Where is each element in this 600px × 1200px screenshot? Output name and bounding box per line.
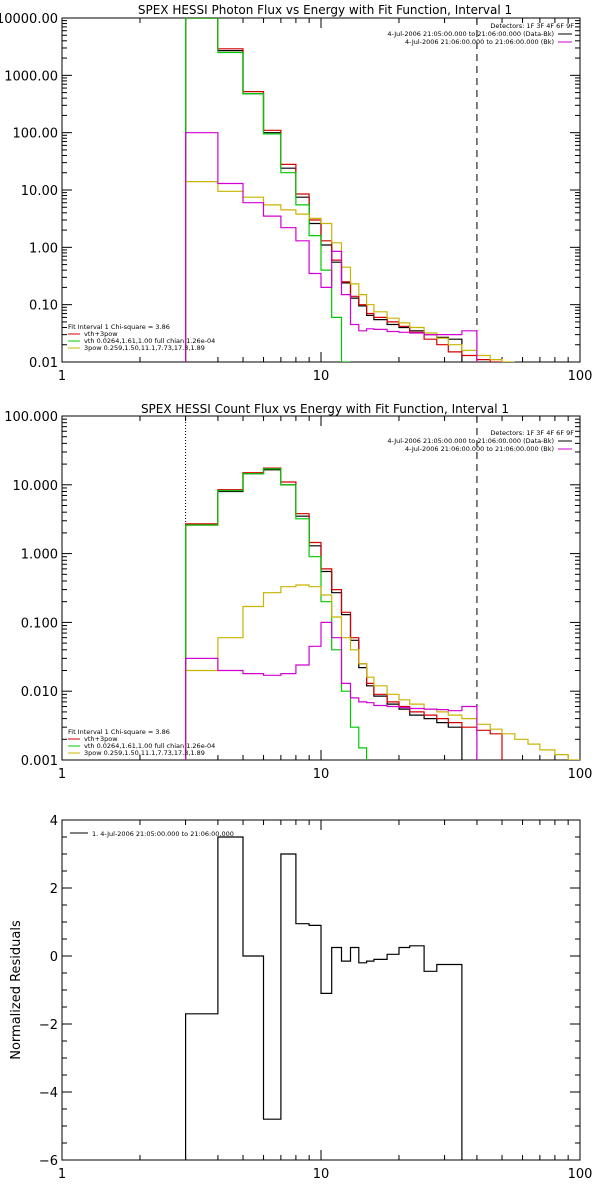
- legend-label: Detectors: 1F 3F 4F 6F 9F: [490, 429, 574, 437]
- legend-label: 3pow 0.259,1.50,11.1,7.73,17.3,1.89: [84, 344, 205, 352]
- y-tick-label: 0.01: [29, 356, 58, 371]
- y-tick-label: 10.00: [21, 184, 58, 199]
- series-line: [185, 18, 351, 362]
- x-tick-label: 1: [58, 369, 66, 384]
- legend-label: vth 0.0264,1.61,1.00 full chian 1.26e-04: [84, 337, 215, 345]
- y-tick-label: 0.010: [21, 685, 58, 700]
- x-tick-label: 10: [313, 369, 330, 384]
- chart-title: SPEX HESSI Count Flux vs Energy with Fit…: [141, 402, 509, 416]
- y-tick-label: 1.000: [21, 548, 58, 563]
- y-tick-label: 0: [50, 950, 58, 965]
- residuals-chart: Normalized Residuals 1 10 100 −6 −4 −2 0 2 4 1. 4…: [9, 814, 592, 1182]
- legend-label: vth+3pow: [84, 330, 118, 338]
- series-line: [185, 132, 478, 362]
- x-tick-label: 100: [568, 1167, 593, 1182]
- y-tick-label: 1.00: [29, 241, 58, 256]
- x-tick-label: 100: [568, 369, 593, 384]
- y-tick-label: 0.100: [21, 616, 58, 631]
- photon-flux-chart: SPEX HESSI Photon Flux vs Energy with Fi…: [0, 3, 592, 384]
- y-tick-label: 4: [50, 814, 58, 829]
- plot-frame: [61, 17, 581, 363]
- series-line: [185, 18, 463, 362]
- count-flux-chart: SPEX HESSI Count Flux vs Energy with Fit…: [4, 402, 592, 782]
- series-line: [185, 836, 463, 1160]
- legend-label: Fit Interval 1 Chi-square = 3.86: [68, 323, 170, 331]
- legend-label: 4-Jul-2006 21:05:00.000 to 21:06:00.000 …: [387, 30, 554, 38]
- y-tick-label: −6: [39, 1154, 58, 1169]
- x-tick-label: 10: [313, 767, 330, 782]
- y-tick-label: −2: [39, 1018, 58, 1033]
- legend-label: 4-Jul-2006 21:06:00.000 to 21:06:00.000 …: [405, 38, 554, 46]
- x-tick-label: 1: [58, 767, 66, 782]
- x-tick-label: 100: [568, 767, 593, 782]
- series-line: [185, 584, 580, 760]
- series-line: [185, 469, 463, 760]
- y-tick-label: 10000.00: [0, 12, 58, 27]
- y-tick-label: 0.001: [21, 754, 58, 769]
- y-tick-label: 0.10: [29, 299, 58, 314]
- y-tick-label: 2: [50, 882, 58, 897]
- legend-label: Fit Interval 1 Chi-square = 3.86: [68, 728, 170, 736]
- y-tick-label: 10.000: [13, 479, 59, 494]
- legend-label: Detectors: 1F 3F 4F 6F 9F: [490, 22, 574, 30]
- series-line: [185, 468, 368, 760]
- y-tick-label: 100.00: [13, 127, 59, 142]
- series-line: [185, 621, 478, 760]
- x-tick-label: 1: [58, 1167, 66, 1182]
- legend-label: 3pow 0.259,1.50,11.1,7.73,17.3,1.89: [84, 749, 205, 757]
- legend-label: 4-Jul-2006 21:05:00.000 to 21:06:00.000 …: [387, 437, 554, 445]
- legend-label: vth 0.0264,1.61,1.00 full chian 1.26e-04: [84, 742, 215, 750]
- legend-label: 4-Jul-2006 21:06:00.000 to 21:06:00.000 …: [405, 445, 554, 453]
- y-tick-label: 1000.00: [4, 69, 58, 84]
- legend-label: 1. 4-Jul-2006 21:05:00.000 to 21:06:00.0…: [92, 830, 234, 838]
- series-line: [185, 181, 515, 362]
- y-tick-label: −4: [39, 1086, 58, 1101]
- y-tick-label: 100.000: [4, 410, 58, 425]
- y-axis-label: Normalized Residuals: [9, 920, 24, 1060]
- chart-title: SPEX HESSI Photon Flux vs Energy with Fi…: [138, 3, 512, 17]
- x-tick-label: 10: [313, 1167, 330, 1182]
- series-line: [185, 18, 502, 362]
- legend-label: vth+3pow: [84, 735, 118, 743]
